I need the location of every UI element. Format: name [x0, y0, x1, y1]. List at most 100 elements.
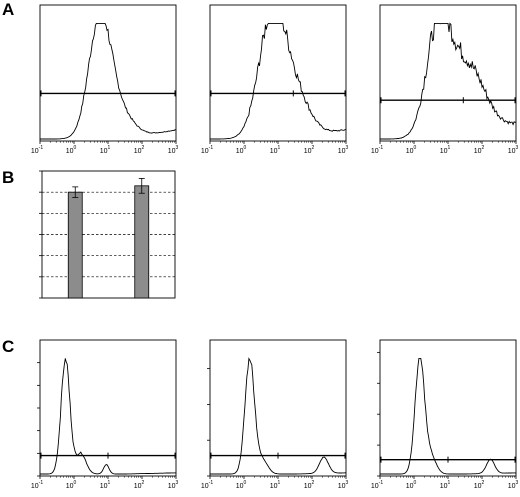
x-tick-label: 101 — [440, 480, 451, 490]
x-tick-base: 10 — [236, 483, 244, 490]
x-tick-label: 101 — [100, 145, 111, 155]
x-tick-label: 100 — [406, 480, 417, 490]
x-tick-label: 101 — [270, 480, 281, 490]
x-tick-exponent: 2 — [482, 145, 485, 151]
x-tick-base: 10 — [270, 148, 278, 155]
x-tick-exponent: 3 — [176, 145, 179, 151]
x-tick-exponent: 0 — [244, 480, 247, 486]
x-tick-base: 10 — [100, 483, 108, 490]
x-tick-label: 102 — [134, 145, 145, 155]
x-tick-exponent: 1 — [448, 145, 451, 151]
x-tick-base: 10 — [338, 148, 346, 155]
x-tick-base: 10 — [371, 483, 379, 490]
x-tick-base: 10 — [338, 483, 346, 490]
x-tick-label: 100 — [236, 480, 247, 490]
x-tick-exponent: -1 — [39, 145, 44, 151]
charts-layer: 10-1 100 101 102 103 10-1 100 101 102 103 10-1 100 1… — [31, 4, 519, 490]
x-tick-label: 100 — [66, 480, 77, 490]
x-tick-base: 10 — [508, 483, 516, 490]
x-tick-base: 10 — [66, 148, 74, 155]
x-tick-base: 10 — [474, 483, 482, 490]
x-tick-base: 10 — [100, 148, 108, 155]
x-tick-exponent: 3 — [346, 145, 349, 151]
x-tick-label: 10-1 — [201, 145, 213, 155]
x-tick-label: 101 — [100, 480, 111, 490]
x-tick-label: 102 — [304, 145, 315, 155]
x-tick-base: 10 — [31, 148, 39, 155]
x-tick-exponent: 2 — [142, 480, 145, 486]
x-tick-label: 102 — [474, 480, 485, 490]
x-tick-base: 10 — [168, 148, 176, 155]
x-tick-label: 103 — [338, 480, 349, 490]
x-tick-label: 10-1 — [31, 480, 43, 490]
panel-letter-c: C — [2, 337, 14, 356]
x-tick-exponent: 0 — [414, 480, 417, 486]
histogram-trace — [380, 22, 517, 140]
x-tick-base: 10 — [474, 148, 482, 155]
x-tick-exponent: 1 — [278, 480, 281, 486]
x-tick-base: 10 — [66, 483, 74, 490]
x-tick-label: 102 — [134, 480, 145, 490]
x-tick-base: 10 — [371, 148, 379, 155]
x-tick-exponent: -1 — [39, 480, 44, 486]
x-tick-exponent: 2 — [312, 145, 315, 151]
x-tick-base: 10 — [270, 483, 278, 490]
x-tick-label: 101 — [270, 145, 281, 155]
x-tick-exponent: 3 — [176, 480, 179, 486]
histogram-trace — [40, 22, 177, 140]
histogram-trace — [380, 357, 516, 475]
x-tick-label: 102 — [304, 480, 315, 490]
x-tick-label: 103 — [338, 145, 349, 155]
histogram-trace — [40, 358, 176, 475]
x-tick-exponent: 2 — [312, 480, 315, 486]
x-tick-base: 10 — [168, 483, 176, 490]
x-tick-exponent: 1 — [448, 480, 451, 486]
bar — [134, 185, 150, 299]
x-tick-base: 10 — [201, 148, 209, 155]
x-tick-label: 10-1 — [31, 145, 43, 155]
plot-frame — [379, 339, 517, 477]
x-tick-label: 103 — [508, 480, 519, 490]
panel-letter-b: B — [2, 168, 14, 187]
x-tick-base: 10 — [236, 148, 244, 155]
x-tick-exponent: 3 — [346, 480, 349, 486]
x-tick-label: 101 — [440, 145, 451, 155]
x-tick-label: 10-1 — [371, 145, 383, 155]
x-tick-exponent: 1 — [278, 145, 281, 151]
x-tick-base: 10 — [406, 148, 414, 155]
x-tick-label: 100 — [66, 145, 77, 155]
x-tick-base: 10 — [406, 483, 414, 490]
x-tick-exponent: 0 — [74, 480, 77, 486]
x-tick-exponent: -1 — [209, 145, 214, 151]
x-tick-label: 100 — [236, 145, 247, 155]
x-tick-exponent: 0 — [74, 145, 77, 151]
x-tick-label: 103 — [168, 145, 179, 155]
x-tick-base: 10 — [134, 483, 142, 490]
x-tick-base: 10 — [440, 483, 448, 490]
x-tick-exponent: 1 — [108, 480, 111, 486]
x-tick-label: 100 — [406, 145, 417, 155]
bar — [67, 191, 83, 299]
x-tick-base: 10 — [440, 148, 448, 155]
histogram-trace — [210, 22, 347, 140]
panel-letter-a: A — [2, 0, 14, 19]
x-tick-base: 10 — [304, 483, 312, 490]
plot-frame — [39, 4, 177, 142]
x-tick-exponent: 1 — [108, 145, 111, 151]
x-tick-base: 10 — [508, 148, 516, 155]
x-tick-exponent: 2 — [142, 145, 145, 151]
x-tick-exponent: -1 — [379, 145, 384, 151]
histogram-trace — [210, 357, 346, 475]
x-tick-label: 103 — [508, 145, 519, 155]
x-tick-label: 102 — [474, 145, 485, 155]
x-tick-base: 10 — [134, 148, 142, 155]
x-tick-exponent: 3 — [516, 145, 519, 151]
x-tick-exponent: 0 — [414, 145, 417, 151]
x-tick-exponent: -1 — [379, 480, 384, 486]
plot-frame — [209, 4, 347, 142]
x-tick-label: 103 — [168, 480, 179, 490]
x-tick-base: 10 — [31, 483, 39, 490]
x-tick-exponent: 3 — [516, 480, 519, 486]
x-tick-exponent: -1 — [209, 480, 214, 486]
